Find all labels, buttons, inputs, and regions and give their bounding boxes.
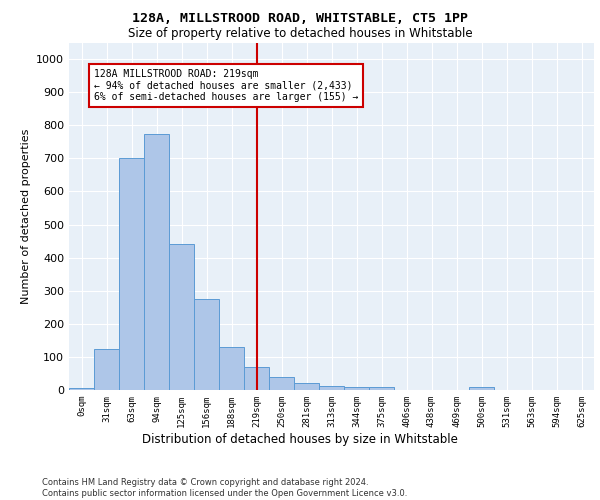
Text: 128A MILLSTROOD ROAD: 219sqm
← 94% of detached houses are smaller (2,433)
6% of : 128A MILLSTROOD ROAD: 219sqm ← 94% of de… <box>94 69 358 102</box>
Y-axis label: Number of detached properties: Number of detached properties <box>20 128 31 304</box>
Text: Size of property relative to detached houses in Whitstable: Size of property relative to detached ho… <box>128 28 472 40</box>
Bar <box>194 299 219 390</box>
Text: 128A, MILLSTROOD ROAD, WHITSTABLE, CT5 1PP: 128A, MILLSTROOD ROAD, WHITSTABLE, CT5 1… <box>132 12 468 26</box>
Bar <box>269 377 294 390</box>
Bar <box>294 382 319 390</box>
Bar <box>144 134 169 390</box>
Bar <box>219 347 244 390</box>
Bar <box>319 386 344 390</box>
Bar <box>344 388 369 390</box>
Bar <box>69 388 94 390</box>
Bar <box>119 158 144 390</box>
Bar <box>244 367 269 390</box>
Bar <box>369 386 394 390</box>
Bar <box>169 244 194 390</box>
Text: Contains HM Land Registry data © Crown copyright and database right 2024.
Contai: Contains HM Land Registry data © Crown c… <box>42 478 407 498</box>
Bar <box>94 348 119 390</box>
Bar <box>469 388 494 390</box>
Text: Distribution of detached houses by size in Whitstable: Distribution of detached houses by size … <box>142 432 458 446</box>
